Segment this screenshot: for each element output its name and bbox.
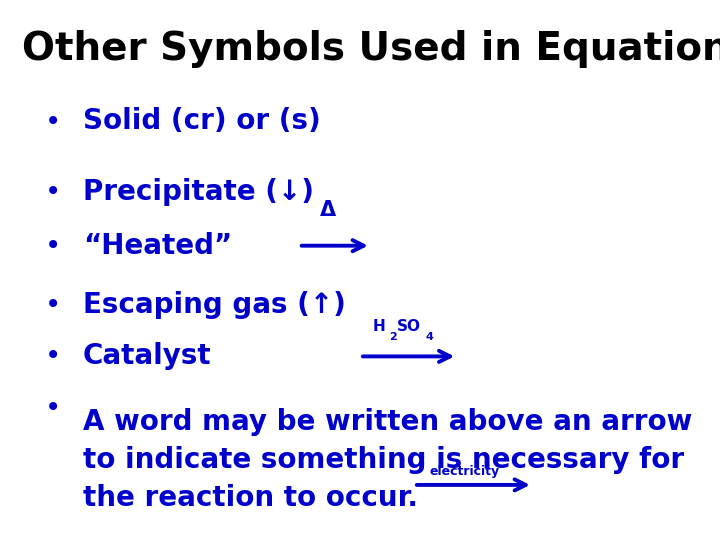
Text: Δ: Δ [320,200,336,220]
Text: 2: 2 [389,332,397,342]
Text: •: • [45,394,61,422]
Text: •: • [45,107,61,136]
Text: •: • [45,232,61,260]
Text: Solid (cr) or (s): Solid (cr) or (s) [83,107,320,136]
Text: Other Symbols Used in Equations: Other Symbols Used in Equations [22,30,720,68]
Text: A word may be written above an arrow
to indicate something is necessary for
the : A word may be written above an arrow to … [83,408,692,511]
Text: 4: 4 [426,332,433,342]
Text: •: • [45,342,61,370]
Text: Precipitate (↓): Precipitate (↓) [83,178,314,206]
Text: •: • [45,178,61,206]
Text: electricity: electricity [429,465,500,478]
Text: Catalyst: Catalyst [83,342,212,370]
Text: SO: SO [397,319,420,334]
Text: “Heated”: “Heated” [83,232,232,260]
Text: •: • [45,291,61,319]
Text: H: H [373,319,386,334]
Text: Escaping gas (↑): Escaping gas (↑) [83,291,346,319]
